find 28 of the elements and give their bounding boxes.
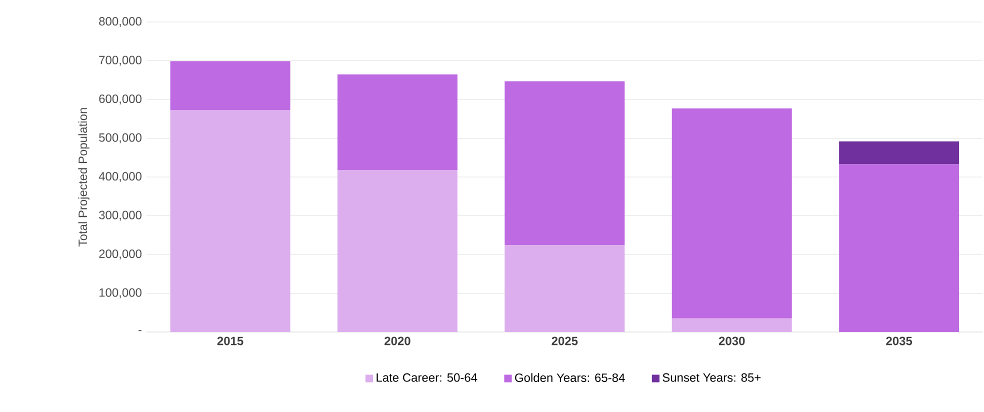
bar bbox=[504, 245, 625, 332]
x-tick-label: 2030 bbox=[718, 336, 745, 346]
y-tick-label: 400,000 bbox=[98, 172, 142, 182]
bar bbox=[672, 108, 792, 318]
bar bbox=[170, 61, 290, 110]
bar bbox=[839, 164, 960, 332]
x-tick-label: 2035 bbox=[886, 336, 912, 346]
y-tick-label: 500,000 bbox=[99, 133, 142, 144]
legend-label: Late Career: 50-64 bbox=[376, 373, 478, 382]
x-tick-label: 2025 bbox=[552, 336, 578, 346]
bar bbox=[839, 141, 960, 164]
legend-label: Golden Years: 65-84 bbox=[515, 373, 625, 382]
bar bbox=[672, 318, 792, 332]
y-axis-title: Total Projected Population bbox=[78, 108, 90, 246]
y-tick-label: 800,000 bbox=[99, 17, 142, 27]
bar bbox=[337, 74, 458, 170]
x-tick-label: 2015 bbox=[217, 336, 244, 346]
y-tick-label: 100,000 bbox=[100, 288, 142, 298]
y-tick-label: 200,000 bbox=[99, 250, 142, 260]
legend-label: Sunset Years: 85+ bbox=[662, 373, 761, 382]
x-tick-label: 2020 bbox=[384, 336, 410, 346]
bar bbox=[170, 110, 290, 332]
y-tick-label: 300,000 bbox=[99, 210, 142, 221]
bar bbox=[337, 170, 458, 332]
y-tick-label: 700,000 bbox=[99, 56, 142, 66]
y-tick-label: 600,000 bbox=[99, 94, 142, 104]
y-tick-label: - bbox=[138, 330, 142, 332]
bar bbox=[504, 81, 625, 246]
